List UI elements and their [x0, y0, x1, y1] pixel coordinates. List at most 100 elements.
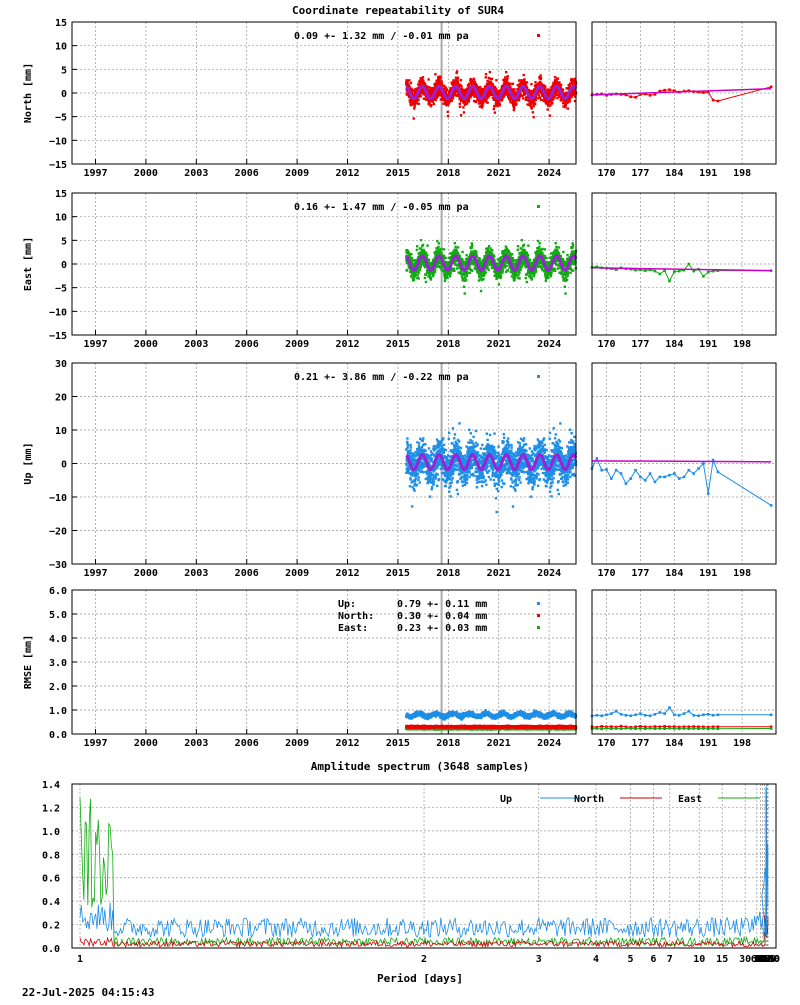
data-point	[410, 446, 412, 448]
x-tick-label: 2006	[235, 568, 259, 579]
data-point	[529, 259, 531, 261]
data-point	[431, 488, 433, 490]
data-point	[411, 257, 413, 259]
stats-annotation: 0.09 +- 1.32 mm / -0.01 mm pa	[294, 31, 469, 42]
data-point	[544, 248, 546, 250]
x-tick-label: 2024	[537, 339, 561, 350]
data-point	[416, 245, 418, 247]
data-point	[480, 290, 482, 292]
data-point	[431, 457, 433, 459]
data-point	[460, 114, 462, 116]
x-tick-label: 2015	[386, 168, 410, 179]
data-point	[569, 272, 571, 274]
data-point	[420, 266, 422, 268]
data-point	[479, 258, 481, 260]
data-point	[413, 105, 415, 107]
data-point	[538, 94, 540, 96]
data-point	[514, 259, 516, 261]
x-tick-label: 2009	[285, 339, 309, 350]
data-point	[415, 102, 417, 104]
data-point	[541, 252, 543, 254]
data-point	[515, 103, 517, 105]
data-point	[482, 102, 484, 104]
data-point	[421, 446, 423, 448]
data-point	[535, 268, 537, 270]
data-point	[513, 107, 515, 109]
data-point	[523, 74, 525, 76]
data-point	[554, 242, 556, 244]
data-point	[406, 437, 408, 439]
x-tick-label: 1997	[83, 168, 107, 179]
data-point	[518, 272, 520, 274]
x-tick-label: 191	[699, 168, 717, 179]
data-point	[471, 244, 473, 246]
data-point	[566, 254, 568, 256]
data-point	[416, 484, 418, 486]
data-point	[513, 109, 515, 111]
legend-marker	[537, 34, 540, 37]
data-point	[432, 483, 434, 485]
data-point	[468, 99, 470, 101]
data-point	[541, 248, 543, 250]
data-point	[465, 254, 467, 256]
data-point	[547, 108, 549, 110]
data-point	[453, 270, 455, 272]
data-point	[430, 278, 432, 280]
data-point	[485, 76, 487, 78]
data-point	[534, 81, 536, 83]
data-point	[424, 443, 426, 445]
data-point	[409, 485, 411, 487]
data-point	[428, 447, 430, 449]
data-point	[446, 89, 448, 91]
data-point	[523, 78, 525, 80]
short-point	[770, 86, 773, 89]
data-point	[553, 267, 555, 269]
x-tick-label: 2003	[184, 339, 208, 350]
data-point	[534, 103, 536, 105]
data-point	[427, 78, 429, 80]
data-point	[419, 481, 421, 483]
data-point	[475, 250, 477, 252]
data-point	[421, 440, 423, 442]
y-tick-label: 0	[61, 460, 67, 471]
y-tick-label: −30	[49, 560, 67, 571]
data-point	[513, 279, 515, 281]
x-tick-label: 2015	[386, 339, 410, 350]
data-point	[506, 78, 508, 80]
x-tick-label: 2000	[134, 568, 158, 579]
data-point	[417, 272, 419, 274]
data-point	[571, 242, 573, 244]
data-point	[425, 281, 427, 283]
x-tick-label: 184	[665, 168, 683, 179]
data-point	[502, 269, 504, 271]
data-point	[564, 292, 566, 294]
data-point	[434, 73, 436, 75]
data-point	[409, 449, 411, 451]
x-tick-label: 2003	[184, 568, 208, 579]
data-point	[485, 271, 487, 273]
data-point	[537, 240, 539, 242]
data-point	[572, 244, 574, 246]
data-point	[544, 85, 546, 87]
data-point	[420, 95, 422, 97]
data-point	[413, 117, 415, 119]
short-point	[717, 100, 720, 103]
data-point	[532, 105, 534, 107]
data-point	[471, 269, 473, 271]
y-tick-label: −20	[49, 527, 67, 538]
data-point	[540, 99, 542, 101]
data-point	[495, 79, 497, 81]
data-point	[406, 269, 408, 271]
data-point	[410, 253, 412, 255]
short-point	[668, 280, 671, 283]
data-point	[498, 283, 500, 285]
data-point	[555, 246, 557, 248]
data-point	[526, 281, 528, 283]
data-point	[418, 476, 420, 478]
data-point	[457, 80, 459, 82]
x-tick-label: 2006	[235, 339, 259, 350]
data-point	[422, 471, 424, 473]
